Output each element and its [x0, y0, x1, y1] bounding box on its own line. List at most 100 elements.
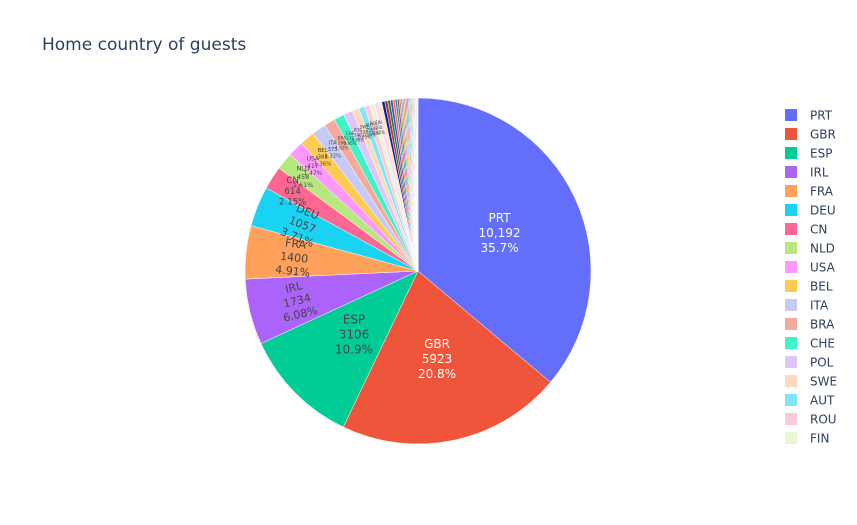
- legend-swatch: [785, 204, 797, 216]
- legend-item-rou[interactable]: ROU: [785, 413, 837, 427]
- slice-label-percent: 0.63%: [358, 135, 371, 140]
- legend-item-fra[interactable]: FRA: [785, 185, 834, 199]
- slice-label-percent: 1.36%: [314, 161, 331, 167]
- slice-label-name: USA: [307, 157, 319, 163]
- slice-label-value: 458: [297, 173, 309, 181]
- legend-item-usa[interactable]: USA: [785, 261, 836, 275]
- slice-label-name: CHE: [346, 131, 355, 136]
- slice-label-value: 1400: [280, 250, 309, 266]
- legend-label: FRA: [810, 185, 834, 199]
- slice-label-name: IRL: [284, 279, 304, 296]
- legend-swatch: [785, 166, 797, 178]
- slice-label-percent: 0.5%: [369, 131, 379, 136]
- slice-label-percent: 2.15%: [279, 198, 306, 208]
- legend-item-pol[interactable]: POL: [785, 356, 834, 370]
- legend-label: NLD: [810, 242, 835, 256]
- legend-swatch: [785, 394, 797, 406]
- legend-label: IRL: [810, 166, 829, 180]
- legend-item-bel[interactable]: BEL: [785, 280, 833, 294]
- slice-label-percent: 4.91%: [275, 263, 311, 280]
- legend-label: PRT: [810, 109, 833, 123]
- legend-swatch: [785, 223, 797, 235]
- legend-swatch: [785, 299, 797, 311]
- slice-label-name: CN: [286, 176, 298, 186]
- legend-item-deu[interactable]: DEU: [785, 204, 836, 218]
- legend-item-che[interactable]: CHE: [785, 337, 835, 351]
- slice-label-percent: 0.54%: [363, 133, 376, 138]
- legend-swatch: [785, 432, 797, 444]
- slice-label-value: 130: [375, 125, 383, 130]
- slice-label-percent: 1.32%: [324, 154, 341, 160]
- slice-label-value: 417: [307, 164, 318, 170]
- slice-label-name: SWE: [360, 125, 369, 130]
- slice-label-name: ITA: [329, 140, 337, 146]
- slice-label-value: 375: [328, 147, 338, 153]
- legend-swatch: [785, 280, 797, 292]
- slice-label-value: 5923: [422, 352, 453, 366]
- legend-item-swe[interactable]: SWE: [785, 375, 837, 389]
- slice-label-percent: 0.95%: [344, 141, 357, 146]
- slice-label-name: ROU: [370, 121, 379, 126]
- legend-item-ita[interactable]: ITA: [785, 299, 829, 313]
- slice-label-value: 142: [370, 126, 378, 131]
- slice-label-percent: 1.02%: [336, 146, 349, 151]
- legend-item-irl[interactable]: IRL: [785, 166, 829, 180]
- slice-label-value: 1734: [282, 291, 312, 310]
- legend-item-cn[interactable]: CN: [785, 223, 827, 237]
- legend-label: BRA: [810, 318, 835, 332]
- slice-label-name: PRT: [489, 211, 512, 225]
- pie-slice-gbr[interactable]: [342, 270, 551, 445]
- slice-label-value: 614: [284, 187, 300, 197]
- legend-item-bra[interactable]: BRA: [785, 318, 835, 332]
- slice-label-percent: 10.9%: [335, 342, 373, 356]
- legend-item-nld[interactable]: NLD: [785, 242, 835, 256]
- slice-label-name: GBR: [424, 337, 450, 351]
- slice-label-value: 3106: [339, 327, 370, 341]
- slice-label-value: 155: [366, 128, 374, 133]
- legend-swatch: [785, 242, 797, 254]
- slice-label-value: 10,192: [479, 226, 521, 240]
- slice-label-name: POL: [354, 127, 363, 132]
- legend-item-aut[interactable]: AUT: [785, 394, 835, 408]
- legend-label: POL: [810, 356, 834, 370]
- legend-swatch: [785, 147, 797, 159]
- pie-slice-prt[interactable]: [417, 97, 592, 383]
- legend[interactable]: PRT GBR ESP IRL FRA DEU CN NLD USA BEL ITA BRA CHE PO…: [785, 109, 837, 446]
- legend-item-esp[interactable]: ESP: [785, 147, 832, 161]
- pie-slices: [244, 97, 592, 445]
- legend-item-prt[interactable]: PRT: [785, 109, 833, 123]
- legend-label: BEL: [810, 280, 833, 294]
- legend-label: SWE: [810, 375, 837, 389]
- legend-label: ESP: [810, 147, 832, 161]
- legend-label: ITA: [810, 299, 829, 313]
- legend-swatch: [785, 318, 797, 330]
- legend-swatch: [785, 185, 797, 197]
- slice-label-percent: 1.61%: [293, 181, 313, 189]
- pie-slice-esp[interactable]: [260, 270, 419, 428]
- legend-swatch: [785, 109, 797, 121]
- slice-label-percent: 35.7%: [480, 241, 518, 255]
- slice-label-percent: 20.8%: [418, 367, 456, 381]
- legend-item-fin[interactable]: FIN: [785, 432, 829, 446]
- legend-label: FIN: [810, 432, 829, 446]
- slice-label-name: ESP: [343, 312, 365, 326]
- chart-title: Home country of guests: [42, 35, 246, 55]
- legend-label: DEU: [810, 204, 836, 218]
- legend-label: GBR: [810, 128, 836, 142]
- slice-label-name: BRA: [338, 135, 346, 140]
- legend-item-gbr[interactable]: GBR: [785, 128, 836, 142]
